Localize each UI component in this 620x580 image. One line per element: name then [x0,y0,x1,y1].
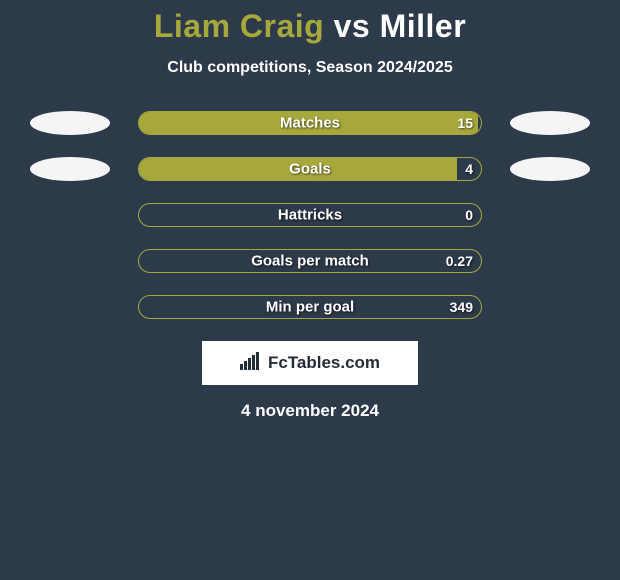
brand-badge[interactable]: FcTables.com [202,341,418,385]
stat-bar: Min per goal 349 [138,295,482,319]
stat-value-right: 4 [465,161,473,177]
stat-bar: Hattricks 0 [138,203,482,227]
stat-row: Matches 15 [0,111,620,135]
avatar-spacer [510,249,590,273]
stat-row: Goals 4 [0,157,620,181]
date-label: 4 november 2024 [0,401,620,421]
stat-label: Goals [289,161,331,178]
stat-value-right: 0.27 [446,253,473,269]
chart-bars-icon [240,352,262,375]
title-vs: vs [334,8,371,44]
player2-name: Miller [380,8,467,44]
avatar-spacer [30,203,110,227]
stat-bar: Goals per match 0.27 [138,249,482,273]
stat-label: Matches [280,115,340,132]
player1-avatar [30,111,110,135]
stat-label: Hattricks [278,207,342,224]
comparison-widget: Liam Craig vs Miller Club competitions, … [0,0,620,421]
stat-label: Goals per match [251,253,369,270]
player2-avatar [510,111,590,135]
avatar-spacer [510,295,590,319]
stat-value-right: 349 [450,299,473,315]
avatar-spacer [510,203,590,227]
player1-avatar [30,157,110,181]
stat-value-right: 15 [457,115,473,131]
stat-row: Hattricks 0 [0,203,620,227]
page-title: Liam Craig vs Miller [0,8,620,45]
brand-text: FcTables.com [268,353,380,373]
stat-row: Goals per match 0.27 [0,249,620,273]
player2-avatar [510,157,590,181]
avatar-spacer [30,249,110,273]
subtitle: Club competitions, Season 2024/2025 [0,59,620,77]
stat-value-right: 0 [465,207,473,223]
stat-bar: Matches 15 [138,111,482,135]
player1-name: Liam Craig [154,8,324,44]
stat-bar: Goals 4 [138,157,482,181]
avatar-spacer [30,295,110,319]
stats-area: Matches 15 Goals 4 Hattricks 0 Goals per match… [0,111,620,319]
stat-label: Min per goal [266,299,354,316]
stat-row: Min per goal 349 [0,295,620,319]
